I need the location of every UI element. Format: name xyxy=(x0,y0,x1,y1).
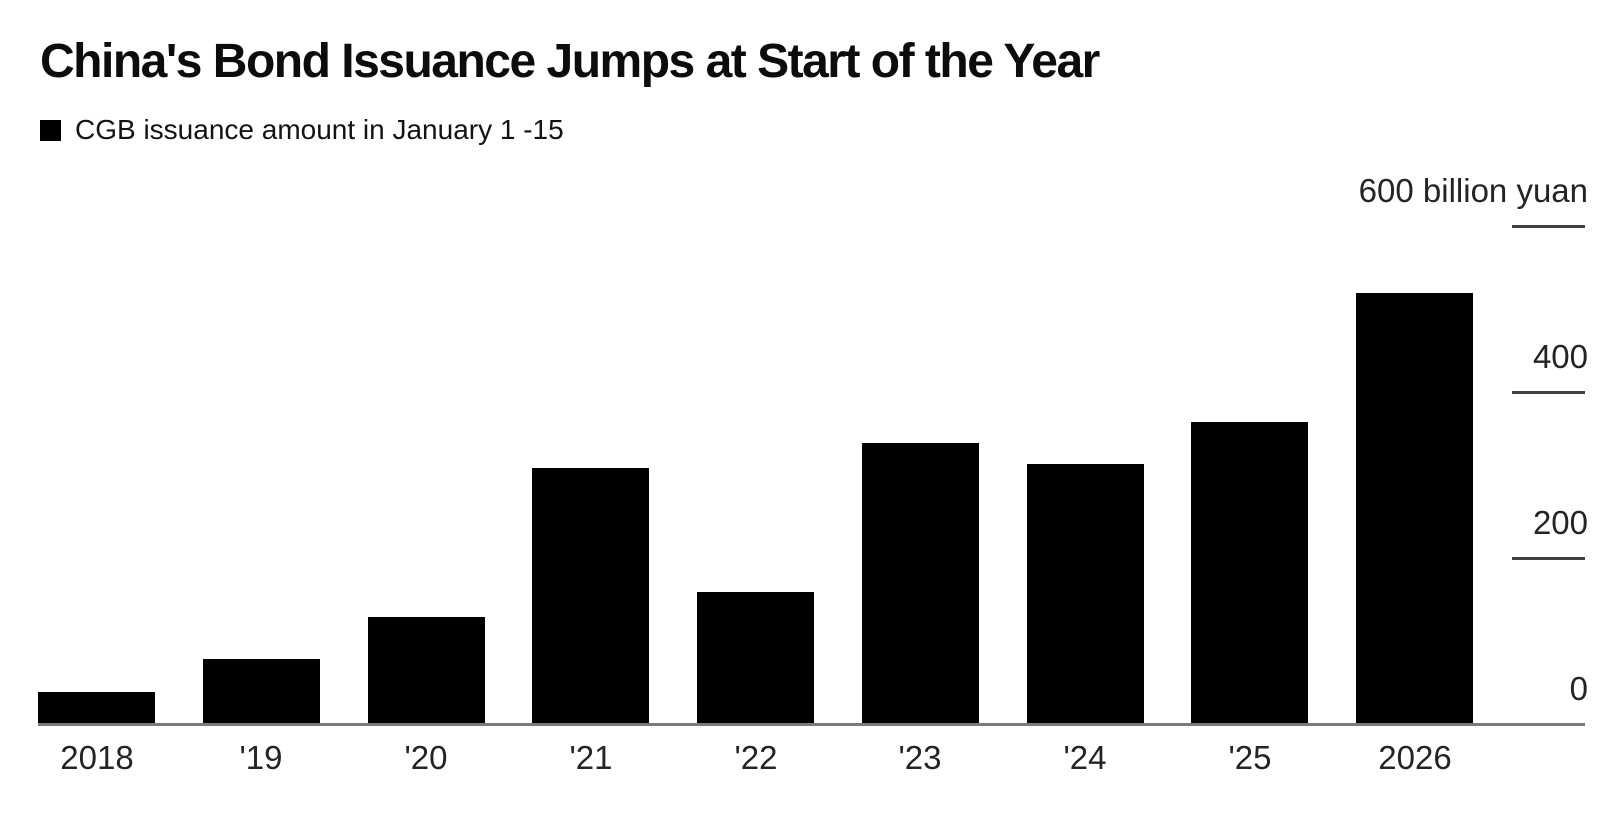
y-tick-mark-600 xyxy=(1512,225,1585,228)
bars-container xyxy=(38,227,1473,725)
x-tick-label-21: '21 xyxy=(569,739,613,776)
x-tick-label-2018: 2018 xyxy=(60,739,134,776)
bar-21 xyxy=(532,468,650,725)
x-tick-label-24: '24 xyxy=(1063,739,1107,776)
x-axis-line xyxy=(38,723,1585,726)
plot-area xyxy=(38,227,1473,725)
y-tick-label-400: 400 xyxy=(1532,338,1588,375)
x-tick-label-19: '19 xyxy=(239,739,283,776)
x-tick-label-22: '22 xyxy=(734,739,778,776)
bar-20 xyxy=(367,617,485,725)
bar-25 xyxy=(1191,422,1309,725)
legend-swatch-icon xyxy=(40,119,61,141)
chart-title: China's Bond Issuance Jumps at Start of … xyxy=(40,35,1100,88)
bar-24 xyxy=(1026,464,1144,725)
legend-label: CGB issuance amount in January 1 -15 xyxy=(75,114,564,145)
x-tick-label-25: '25 xyxy=(1228,739,1272,776)
y-tick-label-600: 600 billion yuan xyxy=(1358,172,1588,209)
y-tick-label-0: 0 xyxy=(1569,670,1588,707)
y-tick-mark-400 xyxy=(1512,391,1585,394)
x-tick-label-23: '23 xyxy=(898,739,942,776)
bar-22 xyxy=(697,592,814,725)
x-tick-label-20: '20 xyxy=(404,739,448,776)
x-tick-label-2026: 2026 xyxy=(1378,739,1452,776)
bar-19 xyxy=(202,659,320,725)
bar-2018 xyxy=(38,692,155,725)
chart-legend: CGB issuance amount in January 1 -15 xyxy=(40,116,564,144)
bar-23 xyxy=(861,443,979,725)
bar-2026 xyxy=(1356,293,1473,725)
y-tick-mark-200 xyxy=(1512,557,1585,560)
y-tick-label-200: 200 xyxy=(1532,504,1588,541)
